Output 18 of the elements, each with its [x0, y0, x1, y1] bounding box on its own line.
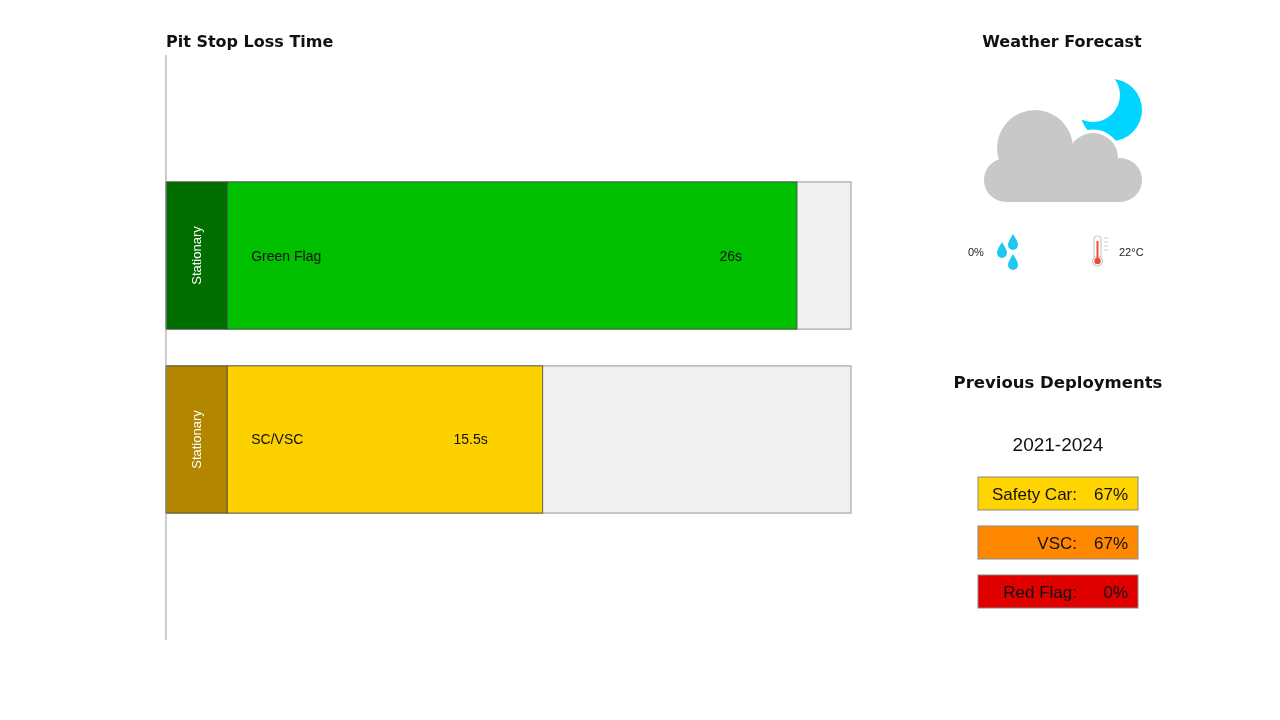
text: Weather Forecast: [982, 32, 1143, 51]
text: 67%: [1093, 484, 1128, 504]
y-tick-label: SC/VSC: [251, 431, 304, 448]
text: 0%: [968, 246, 985, 258]
text: 2021-2024: [1012, 434, 1104, 455]
y-tick-label: Green Flag: [251, 247, 322, 264]
text: Red Flag:: [1003, 582, 1077, 602]
series-label: Stationary: [189, 225, 205, 285]
annotation: 15.5s: [453, 431, 488, 448]
text: 67%: [1093, 533, 1128, 553]
text: Safety Car:: [991, 484, 1077, 504]
text: 22°C: [1119, 246, 1144, 258]
text: Previous Deployments: [953, 373, 1163, 392]
text: 0%: [1103, 582, 1128, 602]
chart-title: Pit Stop Loss Time: [166, 32, 334, 51]
annotation: 26s: [719, 247, 742, 264]
text: Stationary: [189, 410, 205, 469]
text: VSC:: [1037, 533, 1077, 553]
